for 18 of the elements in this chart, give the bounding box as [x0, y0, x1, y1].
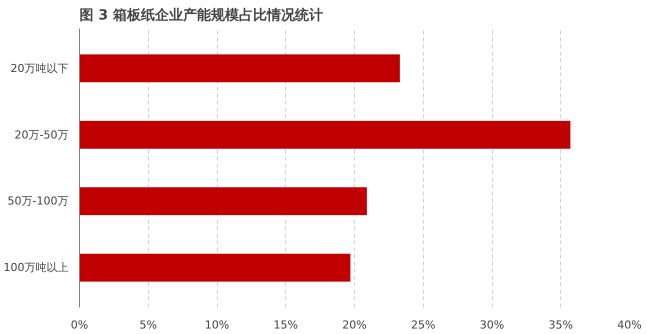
chart-title: 图 3 箱板纸企业产能规模占比情况统计: [80, 6, 323, 24]
bar: [80, 120, 570, 149]
y-tick-label: 20万-50万: [14, 128, 69, 142]
bar: [80, 187, 367, 216]
y-tick-label: 20万吨以下: [10, 62, 69, 75]
y-tick-label: 50万-100万: [8, 194, 69, 208]
x-tick-label: 15%: [274, 318, 298, 332]
x-tick-label: 35%: [548, 318, 573, 332]
y-tick-label: 100万吨以上: [4, 261, 69, 274]
x-tick-label: 0%: [70, 318, 88, 332]
x-tick-label: 5%: [140, 318, 157, 332]
bar: [80, 54, 400, 82]
x-tick-label: 30%: [480, 318, 504, 332]
x-tick-label: 25%: [411, 318, 436, 332]
x-tick-label: 20%: [342, 318, 367, 332]
x-tick-label: 40%: [617, 318, 642, 332]
x-tick-label: 10%: [204, 318, 230, 332]
bar: [80, 254, 350, 282]
